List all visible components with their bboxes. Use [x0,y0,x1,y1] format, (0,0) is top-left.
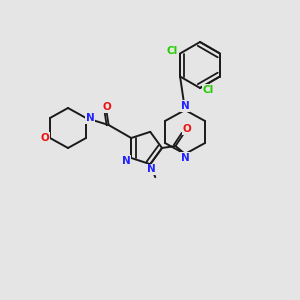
Text: N: N [181,101,189,111]
Text: O: O [102,102,111,112]
Text: N: N [147,164,156,174]
Text: N: N [122,156,130,166]
Text: N: N [181,153,189,163]
Text: Cl: Cl [167,46,178,56]
Text: O: O [40,133,50,143]
Text: N: N [85,113,94,123]
Text: Cl: Cl [202,85,214,95]
Text: O: O [182,124,191,134]
